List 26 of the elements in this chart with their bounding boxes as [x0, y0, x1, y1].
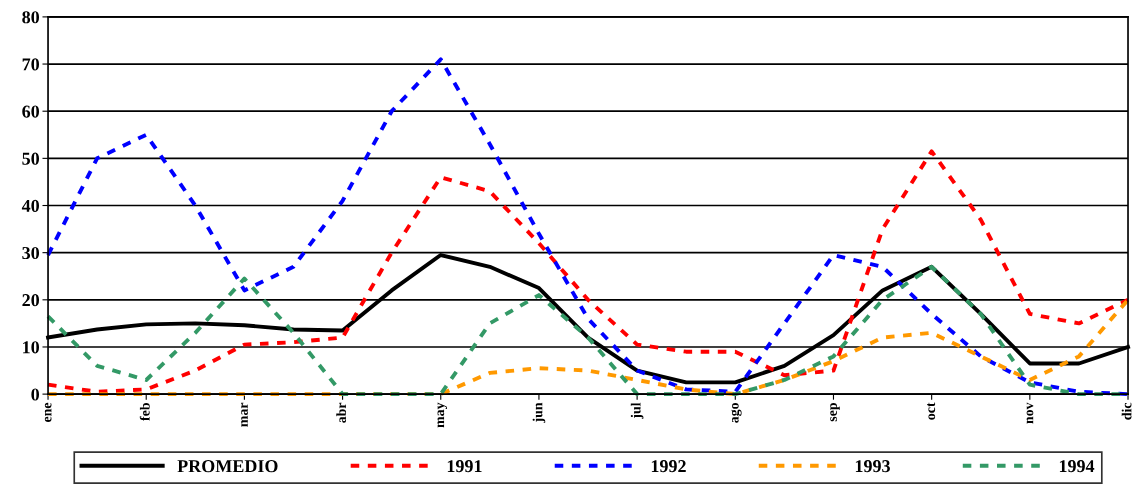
- x-tick-label: jul: [630, 402, 644, 419]
- x-tick-label: nov: [1026, 402, 1034, 424]
- y-tick-label: 50: [22, 152, 40, 165]
- legend-label: PROMEDIO: [177, 460, 278, 473]
- x-tick-label: dic: [1121, 402, 1132, 420]
- legend-label: 1994: [1059, 460, 1095, 473]
- y-tick-label: 30: [22, 246, 40, 260]
- y-tick-label: 0: [31, 388, 40, 401]
- y-tick-label: 60: [22, 105, 40, 118]
- y-tick-label: 40: [21, 199, 40, 212]
- x-tick-label: oct: [927, 402, 936, 420]
- x-tick-label: may: [437, 402, 448, 428]
- y-tick-label: 20: [22, 294, 40, 307]
- legend-label: 1991: [447, 460, 482, 473]
- y-tick-label: 80: [22, 11, 40, 24]
- x-tick-label: ago: [731, 402, 742, 423]
- x-tick-label: ene: [44, 402, 52, 423]
- x-tick-label: mar: [241, 402, 248, 427]
- x-tick-label: feb: [139, 403, 150, 421]
- x-tick-label: jun: [532, 402, 546, 423]
- x-tick-label: sep: [830, 403, 840, 422]
- y-tick-label: 70: [22, 58, 40, 71]
- legend-label: 1992: [651, 460, 686, 473]
- x-tick-label: abr: [336, 402, 347, 423]
- y-tick-label: 10: [23, 341, 40, 354]
- legend-label: 1993: [855, 460, 890, 473]
